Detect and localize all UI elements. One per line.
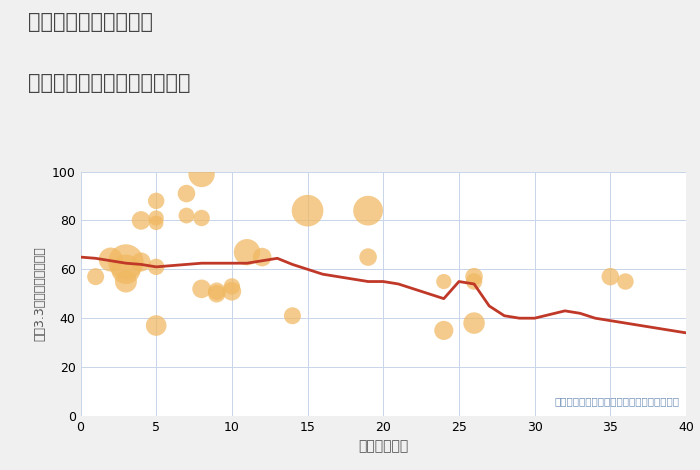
Point	[620, 278, 631, 285]
Point	[105, 256, 116, 263]
Point	[468, 273, 480, 281]
Point	[196, 214, 207, 222]
Point	[90, 273, 101, 281]
Point	[605, 273, 616, 281]
Point	[181, 212, 192, 219]
Point	[438, 278, 449, 285]
Point	[468, 319, 480, 327]
Text: 三重県松阪市東久保町: 三重県松阪市東久保町	[28, 12, 153, 32]
Y-axis label: 平（3.3㎡）単価（万円）: 平（3.3㎡）単価（万円）	[33, 246, 46, 341]
Point	[363, 253, 374, 261]
Point	[181, 190, 192, 197]
Point	[196, 170, 207, 178]
Point	[120, 278, 132, 285]
Point	[150, 197, 162, 204]
Point	[226, 288, 237, 295]
Point	[468, 278, 480, 285]
Point	[150, 322, 162, 329]
Point	[136, 217, 147, 224]
Point	[196, 285, 207, 293]
Text: 円の大きさは、取引のあった物件面積を示す: 円の大きさは、取引のあった物件面積を示す	[555, 396, 680, 406]
X-axis label: 築年数（年）: 築年数（年）	[358, 439, 408, 454]
Point	[241, 249, 253, 256]
Point	[150, 214, 162, 222]
Point	[287, 312, 298, 320]
Point	[150, 263, 162, 271]
Point	[150, 219, 162, 227]
Point	[120, 258, 132, 266]
Point	[438, 327, 449, 334]
Point	[256, 253, 267, 261]
Point	[226, 282, 237, 290]
Text: 築年数別中古マンション価格: 築年数別中古マンション価格	[28, 73, 190, 93]
Point	[211, 290, 223, 298]
Point	[363, 207, 374, 214]
Point	[120, 266, 132, 273]
Point	[302, 207, 313, 214]
Point	[136, 258, 147, 266]
Point	[211, 288, 223, 295]
